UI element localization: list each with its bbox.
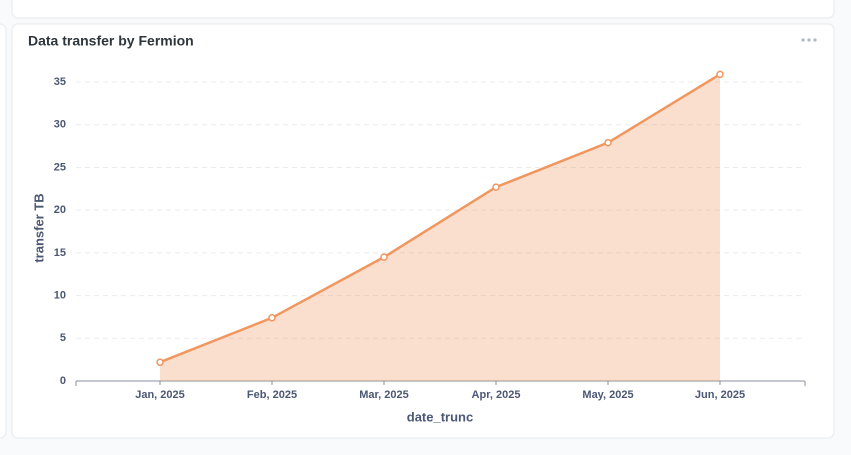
y-tick-label: 10 — [54, 289, 66, 301]
y-tick-label: 15 — [54, 247, 66, 259]
y-tick-label: 25 — [54, 161, 66, 173]
point — [156, 358, 164, 366]
x-tick-label: May, 2025 — [582, 389, 633, 401]
y-tick-label: 20 — [54, 204, 66, 216]
point — [268, 314, 276, 322]
point — [604, 138, 612, 147]
y-tick-label: 35 — [54, 76, 66, 88]
line — [159, 73, 721, 364]
top-card — [11, 0, 835, 19]
x-tick-label: Apr, 2025 — [472, 389, 521, 401]
x-tick-label: Jun, 2025 — [695, 389, 745, 401]
y-tick-label: 30 — [54, 119, 66, 131]
left-card — [0, 23, 7, 439]
point — [492, 183, 500, 191]
plot: 0 5 10 15 20 25 30 35 Jan, 2025 Feb, 2025 Mar, 202… — [54, 70, 806, 401]
x-tick-label: Feb, 2025 — [247, 389, 297, 401]
y-axis-label: transfer TB — [31, 193, 46, 262]
x-tick-label: Mar, 2025 — [359, 389, 409, 401]
more-menu[interactable] — [801, 38, 817, 42]
y-tick-label: 0 — [60, 375, 66, 387]
y-tick-label: 5 — [60, 332, 66, 344]
chart-title: Data transfer by Fermion — [28, 33, 194, 49]
x-tick-label: Jan, 2025 — [135, 389, 185, 401]
x-axis-label: date_trunc — [407, 409, 473, 424]
point — [380, 253, 388, 261]
area — [160, 74, 720, 382]
chart-card — [11, 23, 835, 439]
point — [716, 70, 724, 79]
